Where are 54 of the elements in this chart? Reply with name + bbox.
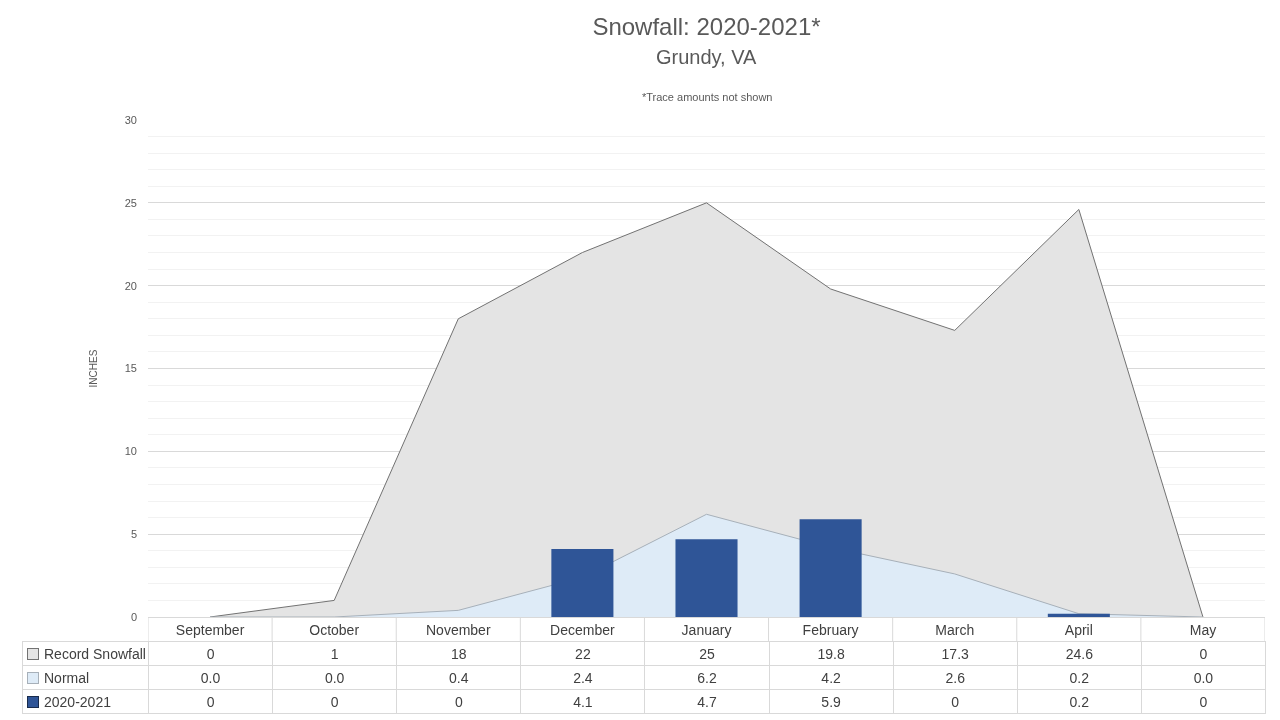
legend-label: Record Snowfall (44, 645, 146, 662)
legend-label: Normal (44, 669, 90, 686)
x-tick-label: May (1189, 621, 1217, 638)
data-label: 0.2 (1017, 665, 1142, 690)
y-tick-label: 25 (124, 196, 137, 209)
data-label: 22 (520, 641, 645, 666)
data-label: 4.7 (644, 689, 770, 714)
y-tick-label: 20 (124, 279, 137, 292)
data-label: 0 (1141, 689, 1266, 714)
data-label: 0.0 (148, 665, 273, 690)
x-tick-label: February (802, 621, 859, 638)
x-tick-label: December (550, 621, 616, 638)
data-label: 6.2 (644, 665, 770, 690)
data-label: 0.4 (396, 665, 521, 690)
data-label: 0 (272, 689, 397, 714)
x-tick-label: October (309, 621, 360, 638)
data-label: 4.1 (520, 689, 645, 714)
y-axis-title: INCHES (87, 349, 99, 388)
data-label: 25 (644, 641, 770, 666)
text: *Trace amounts not shown (642, 91, 773, 103)
x-tick-label: January (681, 621, 732, 638)
x-tick-label: September (175, 621, 245, 638)
x-tick-label: April (1064, 621, 1093, 638)
y-tick-label: 10 (124, 445, 137, 458)
y-tick-label: 15 (124, 362, 137, 375)
data-label: 0.0 (272, 665, 397, 690)
data-label: 4.2 (769, 665, 894, 690)
data-label: 0 (148, 641, 273, 666)
legend-label: 2020-2021 (44, 693, 111, 710)
y-tick-label: 5 (130, 528, 137, 541)
data-label: 24.6 (1017, 641, 1142, 666)
data-label: 0 (148, 689, 273, 714)
bar (799, 519, 862, 617)
data-label: 0 (1141, 641, 1266, 666)
y-tick-label: 0 (130, 610, 137, 623)
data-label: 0 (893, 689, 1018, 714)
chart-subtitle: Grundy, VA (656, 46, 758, 68)
data-label: 1 (272, 641, 397, 666)
data-label: 2.6 (893, 665, 1018, 690)
x-tick-label: March (935, 621, 975, 638)
bar (675, 539, 738, 617)
data-label: 2.4 (520, 665, 645, 690)
bar (1047, 613, 1110, 617)
data-label: 0.0 (1141, 665, 1266, 690)
data-label: 19.8 (769, 641, 894, 666)
data-label: 0 (396, 689, 521, 714)
x-tick-label: November (425, 621, 491, 638)
chart-title: Snowfall: 2020-2021* (592, 13, 821, 41)
data-label: 5.9 (769, 689, 894, 714)
data-label: 0.2 (1017, 689, 1142, 714)
bar (551, 549, 614, 617)
y-tick-label: 30 (124, 113, 137, 126)
data-label: 17.3 (893, 641, 1018, 666)
data-label: 18 (396, 641, 521, 666)
